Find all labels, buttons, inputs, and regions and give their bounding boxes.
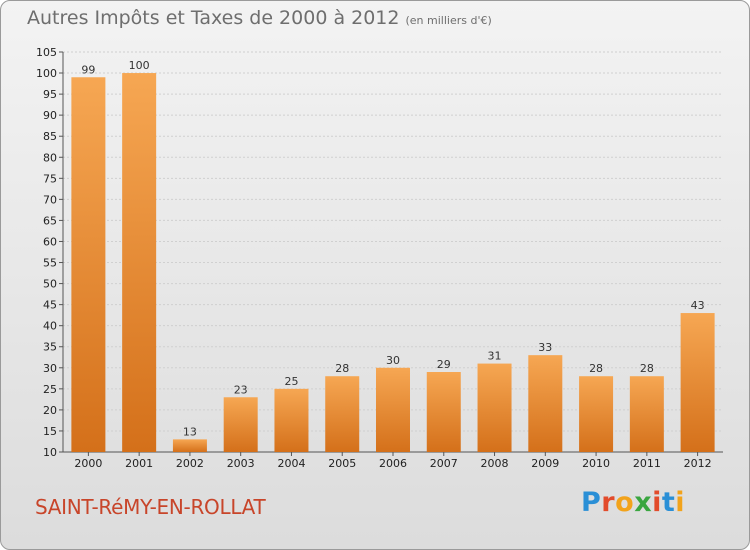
value-label-2009: 33: [538, 341, 552, 354]
value-label-2011: 28: [640, 362, 654, 375]
bar-2005: [325, 376, 360, 452]
value-label-2007: 29: [437, 358, 451, 371]
y-tick-label: 105: [36, 46, 57, 59]
bar-2000: [71, 77, 106, 453]
axes: 10 15 20 25 30 35 40 45 50 55 60 65 70 75 80 85 90 95 100 1…: [36, 46, 723, 470]
x-tick-label-2005: 2005: [328, 457, 356, 470]
value-label-2005: 28: [335, 362, 349, 375]
y-tick-label: 35: [43, 341, 57, 354]
x-tick-label-2009: 2009: [531, 457, 559, 470]
value-label-2003: 23: [234, 383, 248, 396]
bar-2004: [274, 388, 309, 452]
bar-labels: 99 100 13 23 25 28 30 29 31 33 28 28 43: [81, 59, 704, 438]
y-tick-label: 95: [43, 88, 57, 101]
y-tick-label: 20: [43, 404, 57, 417]
y-tick-label: 10: [43, 446, 57, 459]
x-tick-label-2004: 2004: [277, 457, 305, 470]
value-label-2000: 99: [81, 63, 95, 76]
bar-2003: [223, 397, 258, 452]
y-tick-label: 30: [43, 362, 57, 375]
logo-letter: i: [652, 487, 662, 518]
bars: [71, 73, 715, 453]
logo-letter: i: [675, 487, 686, 518]
logo-letter: r: [601, 487, 616, 518]
value-label-2012: 43: [691, 299, 705, 312]
value-label-2008: 31: [488, 350, 502, 363]
bar-2002: [172, 439, 207, 452]
x-tick-label-2008: 2008: [481, 457, 509, 470]
y-tick-label: 40: [43, 320, 57, 333]
bar-2006: [376, 367, 410, 452]
y-tick-label: 75: [43, 172, 57, 185]
x-tick-label-2010: 2010: [582, 457, 610, 470]
x-tick-label-2002: 2002: [176, 457, 204, 470]
y-tick-label: 45: [43, 299, 57, 312]
bar-2008: [477, 363, 512, 452]
y-tick-label: 25: [43, 383, 57, 396]
bar-2012: [680, 313, 715, 452]
y-tick-label: 50: [43, 278, 57, 291]
commune-name: SAINT-RéMY-EN-ROLLAT: [35, 495, 266, 519]
x-tick-label-2000: 2000: [74, 457, 102, 470]
y-tick-label: 100: [36, 67, 57, 80]
x-tick-label-2006: 2006: [379, 457, 407, 470]
bar-2011: [629, 376, 664, 452]
logo-letter: o: [615, 487, 635, 518]
logo-letter: x: [634, 487, 653, 518]
y-tick-label: 15: [43, 425, 57, 438]
bar-2010: [579, 376, 614, 452]
x-tick-label-2001: 2001: [125, 457, 153, 470]
y-tick-label: 85: [43, 130, 57, 143]
value-label-2004: 25: [284, 375, 298, 388]
x-tick-label-2003: 2003: [227, 457, 255, 470]
chart-unit: (en milliers d'€): [405, 14, 492, 27]
x-tick-label-2007: 2007: [430, 457, 458, 470]
bar-2001: [122, 73, 157, 452]
y-tick-label: 70: [43, 193, 57, 206]
x-tick-label-2012: 2012: [684, 457, 712, 470]
chart-title: Autres Impôts et Taxes de 2000 à 2012 (en…: [27, 7, 492, 29]
y-tick-label: 60: [43, 235, 57, 248]
bar-2007: [426, 372, 461, 452]
logo-letter: P: [581, 487, 602, 518]
value-label-2001: 100: [129, 59, 150, 72]
y-tick-label: 80: [43, 151, 57, 164]
grid-lines: [63, 51, 723, 453]
value-label-2002: 13: [183, 425, 197, 438]
y-tick-label: 55: [43, 257, 57, 270]
proxiti-logo: Proxiti: [581, 487, 685, 518]
y-tick-label: 65: [43, 214, 57, 227]
logo-letter: t: [661, 487, 676, 518]
bar-2009: [528, 355, 563, 452]
value-label-2006: 30: [386, 354, 400, 367]
x-tick-label-2011: 2011: [633, 457, 661, 470]
y-tick-label: 90: [43, 109, 57, 122]
value-label-2010: 28: [589, 362, 603, 375]
